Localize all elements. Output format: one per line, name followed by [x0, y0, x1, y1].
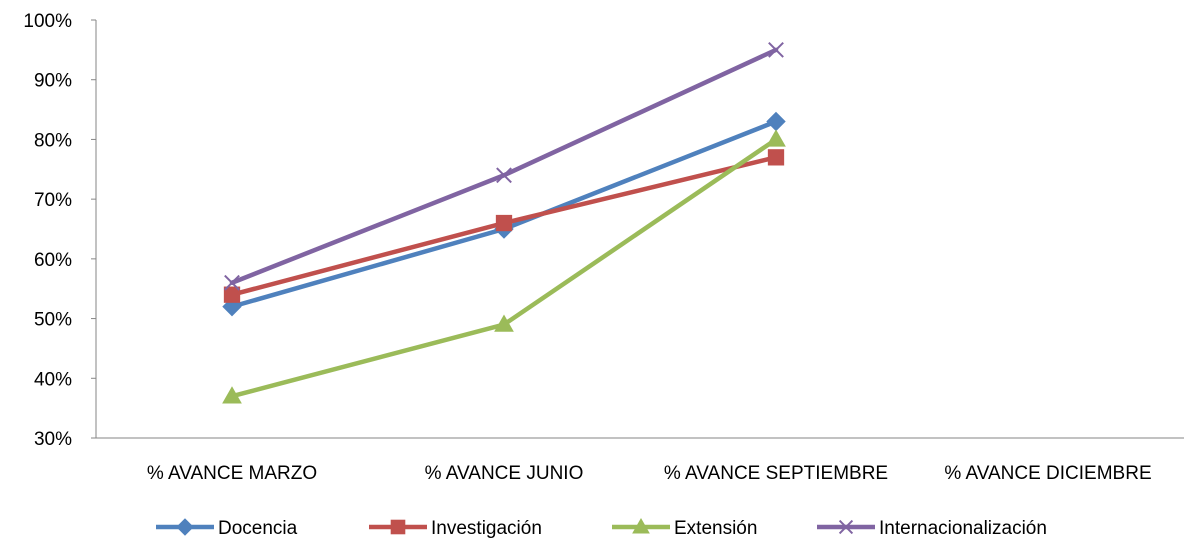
data-point	[494, 314, 514, 332]
x-tick-label: % AVANCE MARZO	[147, 463, 317, 484]
data-point	[495, 214, 513, 232]
legend-marker	[838, 519, 854, 535]
data-point	[222, 386, 242, 404]
legend-item: Investigación	[369, 518, 542, 539]
marker-stroke	[496, 167, 512, 184]
x-tick-label: % AVANCE DICIEMBRE	[944, 463, 1151, 484]
data-point	[223, 286, 241, 303]
series-internacionalizacion	[224, 41, 784, 291]
y-tick-label: 70%	[34, 190, 72, 211]
y-tick-label: 100%	[23, 11, 72, 32]
series-investigacion	[223, 149, 785, 303]
legend-item: Internacionalización	[817, 518, 1047, 539]
data-point	[768, 41, 784, 58]
series-line	[229, 47, 779, 285]
data-point	[224, 274, 240, 291]
legend-label: Internacionalización	[879, 518, 1047, 539]
legend: Docencia Investigación Extensión Internacio…	[156, 517, 1047, 539]
legend-marker	[176, 518, 194, 536]
x-tick-label: % AVANCE SEPTIEMBRE	[664, 463, 888, 484]
legend-label: Extensión	[674, 518, 757, 539]
data-point	[766, 129, 786, 147]
y-tick-label: 40%	[34, 369, 72, 390]
x-tick-label: % AVANCE JUNIO	[425, 463, 584, 484]
y-tick-label: 30%	[34, 429, 72, 450]
y-tick-label: 90%	[34, 71, 72, 92]
legend-marker	[390, 519, 406, 535]
legend-item: Extensión	[612, 517, 757, 539]
marker-stroke	[768, 41, 784, 58]
series-lines	[222, 41, 786, 404]
marker-stroke	[838, 519, 854, 535]
legend-marker	[632, 517, 650, 534]
series-docencia	[222, 111, 786, 317]
legend-label: Docencia	[218, 518, 298, 539]
y-tick-label: 80%	[34, 130, 72, 151]
y-tick-label: 50%	[34, 310, 72, 331]
axes: 30% 40% 50% 60% 70% 80% 90% 100% % AVANCE MARZO%…	[23, 11, 1184, 484]
legend-item: Docencia	[156, 518, 298, 539]
data-point	[767, 149, 785, 166]
legend-label: Investigación	[431, 518, 542, 539]
series-extension	[222, 129, 786, 404]
marker-stroke	[224, 274, 240, 291]
data-point	[496, 167, 512, 184]
data-point	[766, 111, 786, 132]
y-tick-label: 60%	[34, 250, 72, 271]
series-line	[229, 119, 779, 309]
